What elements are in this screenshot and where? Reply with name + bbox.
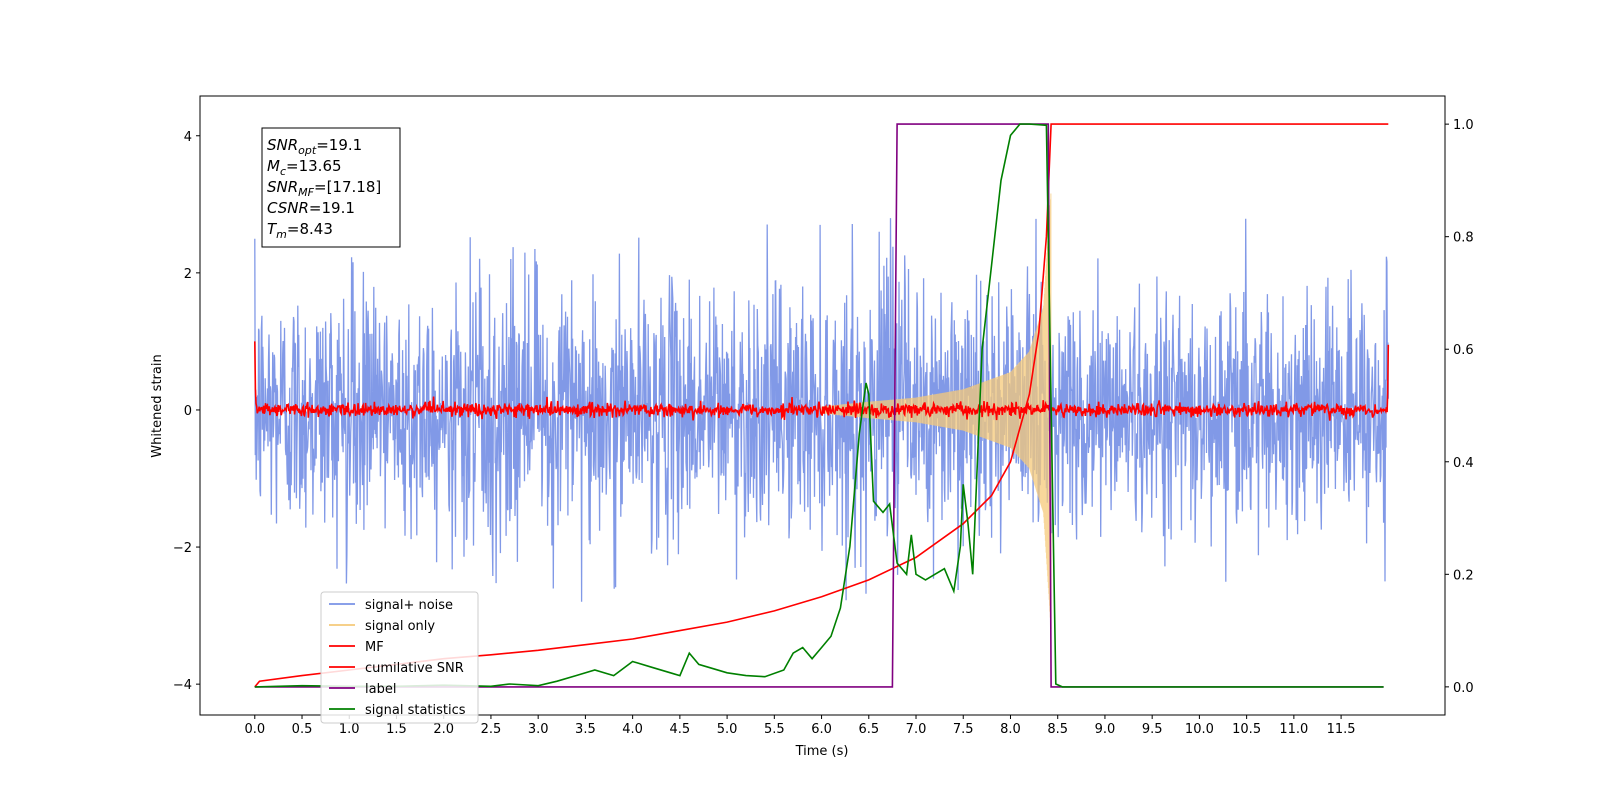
x-tick-label: 4.0 xyxy=(622,722,643,737)
annotation-line: CSNR=19.1 xyxy=(267,199,355,217)
legend-label: signal statistics xyxy=(365,703,466,718)
legend-item: label xyxy=(329,682,396,697)
y-tick-label: 0 xyxy=(184,404,192,419)
x-tick-label: 5.5 xyxy=(764,722,785,737)
y-axis-label: Whitened strain xyxy=(150,354,165,457)
x-tick-label: 2.5 xyxy=(481,722,502,737)
x-tick-label: 1.5 xyxy=(386,722,407,737)
x-tick-label: 11.5 xyxy=(1327,722,1356,737)
x-tick-label: 3.5 xyxy=(575,722,596,737)
annotation-line: SNRMF=[17.18] xyxy=(267,178,381,199)
legend-label: label xyxy=(365,682,396,697)
x-tick-label: 11.0 xyxy=(1279,722,1308,737)
legend: signal+ noise signal only MF cumilative SNR… xyxy=(320,591,479,724)
plot-frame xyxy=(199,95,1446,716)
legend-item: signal statistics xyxy=(329,703,466,718)
x-tick-label: 10.5 xyxy=(1232,722,1261,737)
x-tick-label: 5.0 xyxy=(717,722,738,737)
annotation-line: Mc=13.65 xyxy=(267,157,342,178)
x-axis-label: Time (s) xyxy=(795,744,849,759)
y-tick-label: 2 xyxy=(184,267,192,282)
y-axis-left: −4 −2 0 2 4 xyxy=(173,130,200,693)
legend-item: signal+ noise xyxy=(329,598,453,613)
y2-tick-label: 0.6 xyxy=(1453,343,1474,358)
x-tick-label: 8.5 xyxy=(1047,722,1068,737)
x-tick-label: 10.0 xyxy=(1185,722,1214,737)
x-tick-label: 0.0 xyxy=(244,722,265,737)
legend-label: MF xyxy=(365,640,384,655)
x-tick-label: 4.5 xyxy=(670,722,691,737)
annotation-frame xyxy=(261,127,401,248)
x-tick-label: 3.0 xyxy=(528,722,549,737)
series-signal-statistics xyxy=(254,123,1384,688)
legend-item: cumilative SNR xyxy=(329,661,464,676)
legend-label: signal only xyxy=(365,619,435,634)
legend-item: MF xyxy=(329,640,384,655)
legend-item: signal only xyxy=(329,619,435,634)
y-tick-label: 4 xyxy=(184,130,192,145)
series-mf xyxy=(254,341,1390,421)
legend-frame xyxy=(320,591,479,724)
y2-tick-label: 0.0 xyxy=(1453,681,1474,696)
y-tick-label: −4 xyxy=(173,678,192,693)
x-tick-label: 6.5 xyxy=(858,722,879,737)
y-axis-right: 0.0 0.2 0.4 0.6 0.8 1.0 xyxy=(1445,118,1474,696)
annotation-line: SNRopt=19.1 xyxy=(267,136,362,157)
x-tick-label: 1.0 xyxy=(339,722,360,737)
y2-tick-label: 1.0 xyxy=(1453,118,1474,133)
y2-tick-label: 0.4 xyxy=(1453,456,1474,471)
x-tick-label: 6.0 xyxy=(811,722,832,737)
x-tick-label: 8.0 xyxy=(1000,722,1021,737)
stats-annotation-box: SNRopt=19.1Mc=13.65SNRMF=[17.18]CSNR=19.… xyxy=(261,127,401,248)
x-tick-label: 0.5 xyxy=(292,722,313,737)
annotation-line: Tm=8.43 xyxy=(267,220,333,241)
x-axis: 0.0 0.5 1.0 1.5 2.0 2.5 3.0 3.5 4.0 4.5 5.0 5.5 6.0 6… xyxy=(244,715,1356,737)
y2-tick-label: 0.2 xyxy=(1453,568,1474,583)
x-tick-label: 9.0 xyxy=(1095,722,1116,737)
y2-tick-label: 0.8 xyxy=(1453,231,1474,246)
x-tick-label: 7.0 xyxy=(906,722,927,737)
x-tick-label: 7.5 xyxy=(953,722,974,737)
x-tick-label: 9.5 xyxy=(1142,722,1163,737)
legend-label: cumilative SNR xyxy=(365,661,464,676)
x-tick-label: 2.0 xyxy=(433,722,454,737)
series-signal-only xyxy=(821,193,1052,630)
legend-label: signal+ noise xyxy=(365,598,453,613)
y-tick-label: −2 xyxy=(173,541,192,556)
